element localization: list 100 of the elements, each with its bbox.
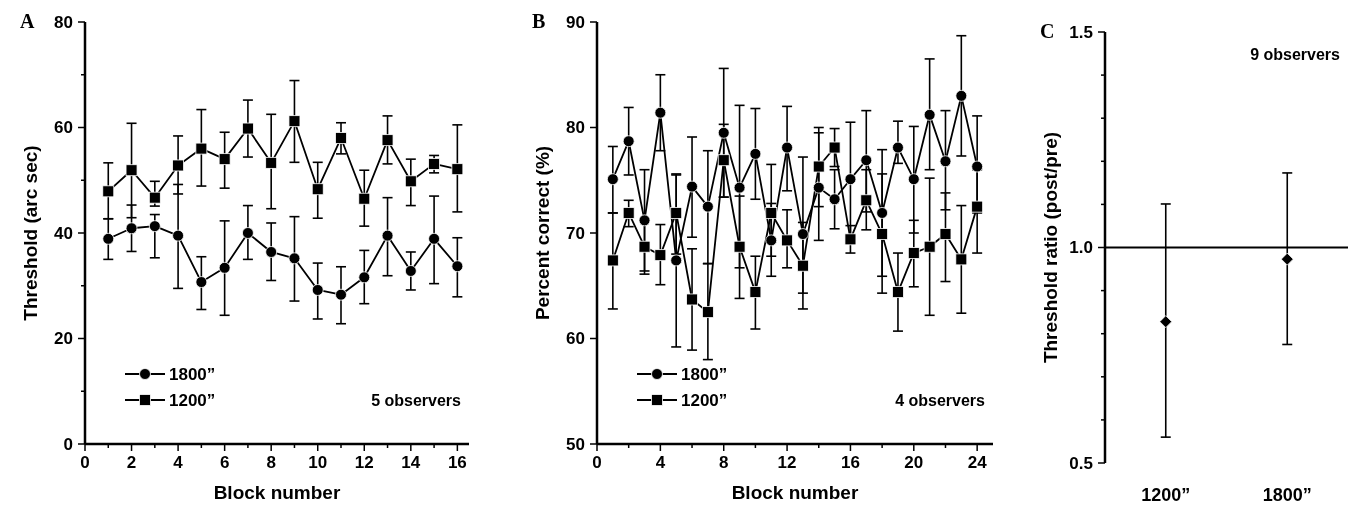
point xyxy=(876,228,889,240)
point xyxy=(955,89,968,102)
point xyxy=(812,181,825,194)
point xyxy=(428,232,440,245)
x-tick-label: 4 xyxy=(173,453,184,472)
point xyxy=(797,228,809,240)
x-tick-label: 16 xyxy=(447,453,467,472)
point xyxy=(358,271,371,284)
point xyxy=(955,253,968,266)
point xyxy=(654,106,667,119)
point xyxy=(622,135,635,148)
x-tick-label: 16 xyxy=(840,453,860,472)
y-tick-label: 60 xyxy=(566,329,585,349)
point xyxy=(971,160,984,173)
y-axis-title: Threshold ratio (post/pre) xyxy=(1040,131,1061,364)
legend-label: 1200” xyxy=(681,390,728,410)
point xyxy=(428,158,440,170)
point xyxy=(860,194,873,207)
x-tick-label: 8 xyxy=(718,453,729,472)
point xyxy=(701,200,714,213)
point xyxy=(195,142,208,155)
point xyxy=(892,286,904,298)
point xyxy=(701,306,714,319)
point xyxy=(125,164,138,177)
x-tick-label: 20 xyxy=(904,453,924,472)
point xyxy=(451,163,464,176)
chart-title: A xyxy=(20,10,35,32)
y-tick-label: 0.5 xyxy=(1069,453,1093,473)
legend-label: 1800” xyxy=(681,364,728,384)
annotation: 5 observers xyxy=(371,391,462,409)
point xyxy=(242,122,254,135)
point xyxy=(335,288,347,301)
point xyxy=(733,181,746,194)
x-tick-label: 10 xyxy=(308,453,328,472)
x-tick-label: 8 xyxy=(266,453,276,472)
legend-label: 1800” xyxy=(169,364,216,384)
y-tick-label: 60 xyxy=(54,118,73,138)
chart-title: B xyxy=(532,10,546,32)
point xyxy=(717,154,730,167)
point xyxy=(781,234,793,247)
y-tick-label: 0 xyxy=(63,434,73,454)
x-tick-label: 0 xyxy=(592,453,602,472)
point xyxy=(781,141,793,154)
point xyxy=(218,153,231,166)
point xyxy=(606,254,619,267)
point xyxy=(765,207,778,219)
point xyxy=(311,284,324,296)
point xyxy=(749,286,762,298)
point xyxy=(670,254,683,267)
point xyxy=(622,207,635,219)
x-axis-title: Block number xyxy=(731,482,859,503)
x-tick-label: 6 xyxy=(219,453,230,472)
point xyxy=(876,207,889,219)
point xyxy=(148,191,161,204)
point xyxy=(288,252,301,265)
point xyxy=(265,246,278,258)
point xyxy=(125,222,138,235)
point xyxy=(797,259,809,272)
point xyxy=(907,247,920,259)
annotation: 9 observers xyxy=(1250,45,1341,63)
point xyxy=(654,249,667,262)
point xyxy=(812,160,825,173)
point xyxy=(358,192,371,205)
point xyxy=(844,173,857,186)
point xyxy=(892,141,904,154)
point xyxy=(102,232,115,245)
point xyxy=(381,229,394,242)
point xyxy=(860,154,873,167)
x-tick-label: 12 xyxy=(777,453,797,472)
point xyxy=(606,173,619,186)
point xyxy=(195,276,208,288)
y-tick-label: 1.0 xyxy=(1069,238,1093,258)
point xyxy=(638,240,651,253)
point xyxy=(218,261,231,274)
point xyxy=(451,260,464,273)
y-tick-label: 1.5 xyxy=(1069,22,1093,42)
point xyxy=(172,159,184,172)
x-axis-title: Block number xyxy=(213,482,341,503)
point xyxy=(923,108,936,121)
point xyxy=(404,265,417,277)
x-tick-label: 4 xyxy=(655,453,666,472)
point xyxy=(765,234,778,247)
x-tick-label: 14 xyxy=(401,453,421,472)
point xyxy=(717,126,730,139)
point xyxy=(670,207,683,219)
point xyxy=(923,240,936,253)
chart-title: C xyxy=(1040,20,1055,42)
point xyxy=(404,175,417,188)
point xyxy=(288,115,301,128)
x-tick-label: 24 xyxy=(967,453,988,472)
y-tick-label: 50 xyxy=(566,434,585,454)
point xyxy=(102,185,115,198)
y-tick-label: 70 xyxy=(566,223,585,243)
y-axis-title: Threshold (arc sec) xyxy=(20,145,41,321)
point xyxy=(686,180,698,193)
y-axis-title: Percent correct (%) xyxy=(532,145,553,321)
x-tick-label: 12 xyxy=(354,453,374,472)
point xyxy=(265,156,278,169)
y-tick-label: 80 xyxy=(54,12,73,32)
point xyxy=(844,233,857,246)
